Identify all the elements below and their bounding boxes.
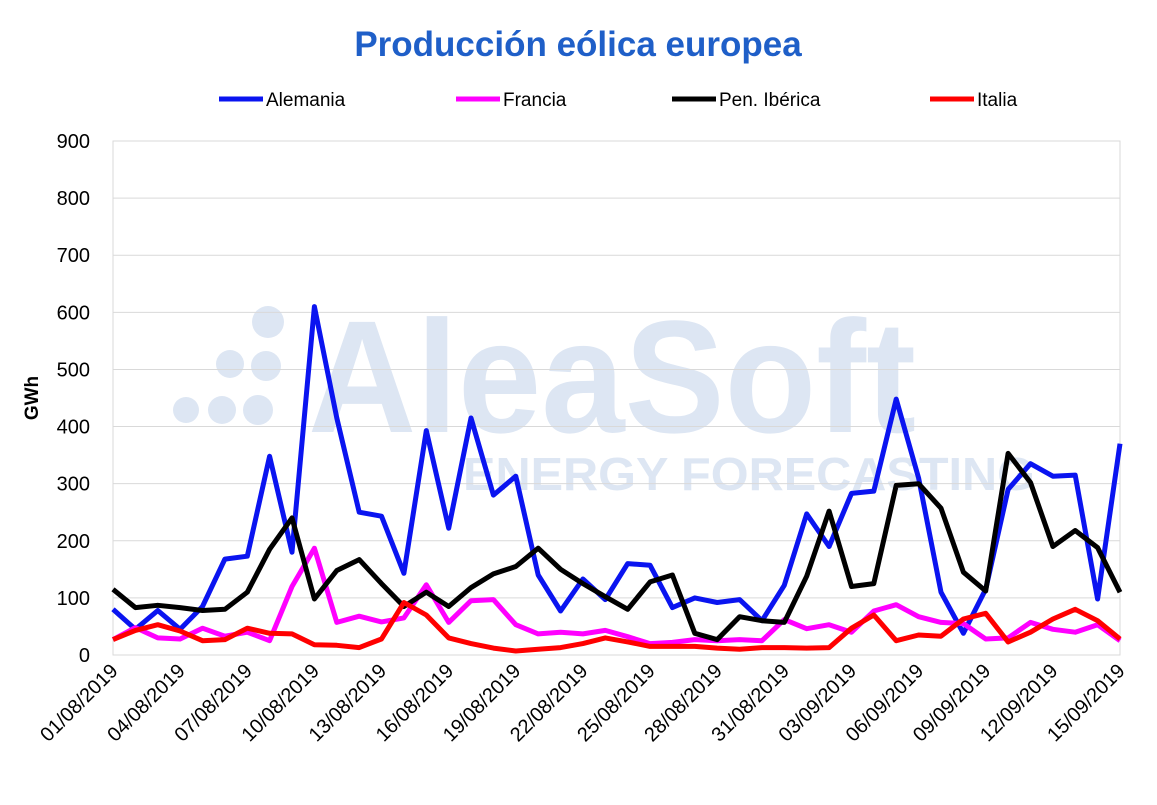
watermark-dot-0 [252, 306, 284, 338]
legend-label: Pen. Ibérica [719, 90, 821, 111]
data-series [111, 304, 1123, 654]
legend-label: Italia [977, 90, 1018, 111]
series-line-francia [111, 545, 1122, 647]
watermark-tagline: ENERGY FORECASTING [463, 448, 1035, 500]
series-line-alemania [111, 304, 1123, 636]
y-tick-label: 100 [57, 588, 90, 610]
y-tick-label: 700 [57, 245, 90, 267]
y-tick-label: 300 [57, 474, 90, 496]
y-tick-label: 400 [57, 417, 90, 439]
watermark-name: AleaSoft [308, 287, 916, 466]
y-axis-ticks: 0 100 200 300 400 500 600 700 800 900 [57, 131, 90, 667]
watermark-dots-logo [173, 306, 284, 425]
y-tick-label: 600 [57, 302, 90, 324]
watermark-dot-5 [243, 395, 273, 425]
y-tick-label: 800 [57, 188, 90, 210]
series-line-italia [112, 600, 1122, 654]
y-tick-label: 900 [57, 131, 90, 153]
y-tick-label: 500 [57, 359, 90, 381]
gridlines [112, 140, 1121, 656]
chart-title: Producción eólica europea [354, 25, 802, 64]
watermark-dot-4 [208, 396, 236, 424]
y-tick-label: 0 [79, 645, 90, 667]
y-tick-label: 200 [57, 531, 90, 553]
legend-label: Alemania [266, 90, 346, 111]
series-line-pen-ib-rica [111, 450, 1123, 643]
watermark-dot-3 [173, 397, 199, 423]
y-axis-label: GWh [22, 376, 43, 420]
aleasoft-watermark: AleaSoft ENERGY FORECASTING [173, 287, 1035, 500]
watermark-dot-1 [216, 350, 244, 378]
chart-legend: Alemania Francia Pen. Ibérica Italia [219, 90, 1018, 111]
watermark-dot-2 [251, 351, 281, 381]
x-axis-ticks: 01/08/201904/08/201907/08/201910/08/2019… [36, 660, 1129, 746]
legend-label: Francia [503, 90, 567, 111]
plot-frame [112, 140, 1121, 656]
